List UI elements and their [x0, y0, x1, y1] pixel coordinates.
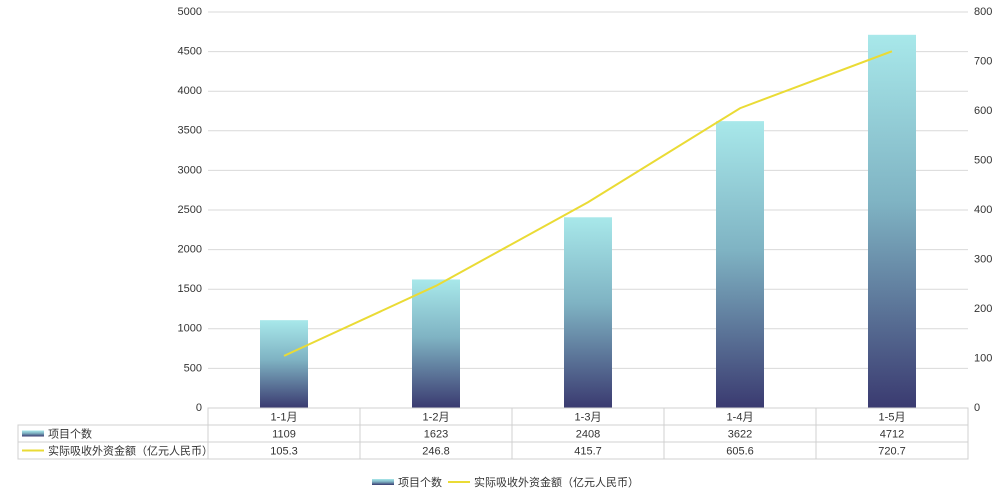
y-tick-label: 2000 — [178, 244, 202, 256]
y2-tick-label: 500 — [974, 154, 992, 166]
y-tick-label: 0 — [196, 402, 202, 414]
y2-tick-label: 700 — [974, 55, 992, 67]
line-series — [283, 50, 893, 357]
bar — [412, 279, 460, 408]
y-tick-label: 4000 — [178, 85, 202, 97]
legend-label: 实际吸收外资金额（亿元人民币） — [474, 475, 639, 489]
x-tick-label: 1-4月 — [727, 411, 754, 423]
y2-tick-label: 800 — [974, 6, 992, 18]
table-value: 605.6 — [726, 445, 754, 457]
legend-icon — [372, 479, 394, 485]
table-value: 4712 — [880, 428, 904, 440]
table-value: 1623 — [424, 428, 448, 440]
y-tick-label: 5000 — [178, 6, 202, 18]
y-tick-label: 500 — [184, 362, 202, 374]
legend-icon — [22, 430, 44, 437]
y-tick-label: 1000 — [178, 323, 202, 335]
y-tick-label: 4500 — [178, 46, 202, 58]
bar — [564, 217, 612, 408]
table-series-name: 实际吸收外资金额（亿元人民币） — [48, 443, 213, 457]
table-value: 105.3 — [270, 445, 298, 457]
y-tick-label: 2500 — [178, 204, 202, 216]
y-tick-label: 3000 — [178, 164, 202, 176]
table-value: 1109 — [272, 428, 296, 440]
table-value: 415.7 — [574, 445, 602, 457]
table-value: 720.7 — [878, 445, 906, 457]
table-cell — [815, 441, 969, 460]
y2-tick-label: 300 — [974, 253, 992, 265]
x-tick-label: 1-5月 — [879, 411, 906, 423]
y2-tick-label: 100 — [974, 352, 992, 364]
bar — [260, 320, 308, 408]
x-tick-label: 1-1月 — [271, 411, 298, 423]
y-tick-label: 1500 — [178, 283, 202, 295]
y-tick-label: 3500 — [178, 125, 202, 137]
x-tick-label: 1-2月 — [423, 411, 450, 423]
y2-tick-label: 200 — [974, 303, 992, 315]
y2-tick-label: 600 — [974, 105, 992, 117]
table-value: 246.8 — [422, 445, 450, 457]
table-value: 2408 — [576, 428, 600, 440]
y2-tick-label: 400 — [974, 204, 992, 216]
y2-tick-label: 0 — [974, 402, 980, 414]
table-series-name: 项目个数 — [48, 427, 92, 440]
bar — [716, 121, 764, 408]
bar — [868, 34, 916, 408]
table-cell — [17, 424, 209, 443]
legend-label: 项目个数 — [398, 476, 442, 489]
x-tick-label: 1-3月 — [575, 411, 602, 423]
table-value: 3622 — [728, 428, 752, 440]
